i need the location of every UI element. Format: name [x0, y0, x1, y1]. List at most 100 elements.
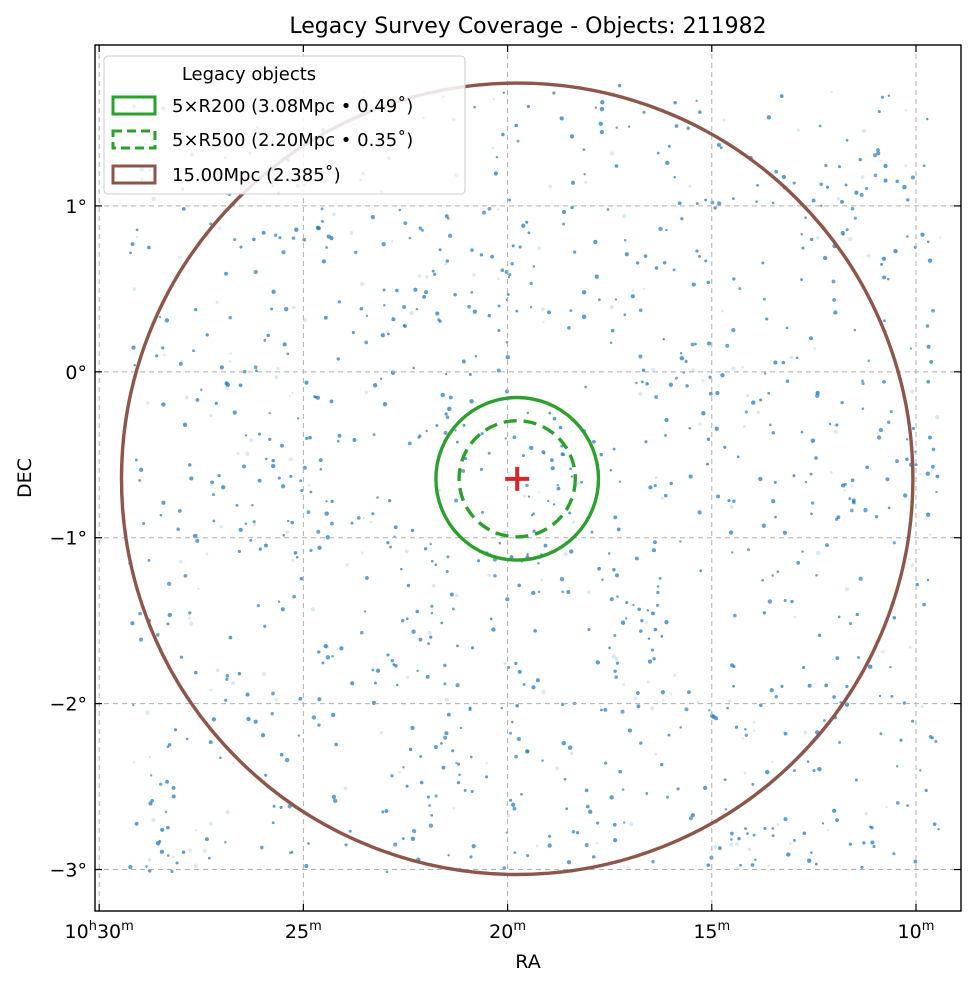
object-point — [514, 754, 518, 759]
object-point — [658, 226, 663, 232]
object-point — [337, 433, 342, 438]
object-point — [586, 804, 590, 809]
object-point — [809, 237, 814, 242]
object-point — [537, 590, 541, 593]
object-point — [767, 391, 771, 395]
object-point — [462, 423, 466, 427]
object-point — [731, 197, 735, 200]
object-point — [569, 134, 575, 139]
object-point — [582, 148, 586, 151]
object-point — [228, 359, 232, 363]
object-point — [771, 431, 775, 435]
object-point — [786, 852, 791, 857]
object-point — [609, 597, 614, 602]
object-point — [826, 828, 830, 832]
object-point — [297, 734, 300, 737]
object-point — [739, 863, 742, 867]
object-point — [860, 865, 864, 869]
object-point — [382, 288, 386, 292]
object-point — [237, 549, 241, 553]
object-point — [695, 249, 699, 253]
object-point — [802, 665, 806, 670]
object-point — [654, 395, 659, 399]
object-point — [413, 287, 418, 292]
object-point — [616, 595, 619, 598]
object-point — [771, 499, 776, 504]
object-point — [865, 465, 869, 470]
object-point — [600, 100, 605, 105]
object-point — [403, 324, 407, 328]
object-point — [242, 369, 247, 374]
object-point — [470, 290, 474, 294]
object-point — [165, 779, 169, 784]
object-point — [271, 691, 275, 696]
object-point — [615, 573, 619, 578]
object-point — [611, 654, 616, 659]
object-point — [424, 290, 428, 295]
object-point — [548, 411, 552, 415]
object-point — [904, 164, 908, 168]
object-point — [754, 858, 757, 861]
object-point — [331, 655, 334, 658]
object-point — [459, 726, 462, 730]
object-point — [360, 630, 364, 635]
object-point — [512, 435, 517, 440]
object-point — [876, 151, 881, 156]
object-point — [581, 147, 585, 151]
object-point — [844, 587, 849, 592]
object-point — [606, 208, 610, 211]
object-point — [738, 287, 742, 290]
object-point — [324, 511, 329, 516]
object-point — [769, 423, 772, 427]
object-point — [440, 621, 444, 625]
object-point — [729, 842, 734, 847]
object-point — [472, 309, 477, 314]
object-point — [706, 437, 711, 441]
object-point — [224, 841, 227, 844]
object-point — [566, 860, 572, 865]
object-point — [438, 248, 442, 252]
object-point — [364, 340, 369, 345]
object-point — [618, 769, 622, 774]
object-point — [410, 836, 416, 841]
object-point — [833, 429, 838, 435]
object-point — [405, 784, 409, 788]
object-point — [435, 424, 439, 427]
object-point — [584, 385, 587, 389]
object-point — [531, 685, 536, 690]
object-point — [194, 670, 198, 675]
object-point — [657, 151, 660, 155]
object-point — [556, 484, 559, 487]
object-point — [838, 165, 841, 169]
object-point — [542, 321, 545, 324]
object-point — [289, 851, 292, 855]
object-point — [785, 379, 790, 383]
object-point — [643, 254, 648, 258]
object-point — [467, 305, 471, 309]
object-point — [525, 220, 529, 224]
object-point — [746, 832, 749, 835]
object-point — [238, 383, 243, 388]
object-point — [793, 839, 796, 842]
object-point — [212, 519, 216, 523]
object-point — [253, 719, 258, 724]
object-point — [642, 287, 646, 291]
object-point — [690, 813, 695, 818]
object-point — [393, 525, 398, 530]
object-point — [563, 552, 568, 557]
object-point — [935, 474, 940, 479]
object-point — [653, 484, 657, 488]
object-point — [252, 520, 256, 524]
object-point — [350, 521, 354, 525]
object-point — [219, 756, 222, 759]
object-point — [384, 809, 389, 813]
object-point — [420, 228, 424, 232]
object-point — [584, 788, 589, 793]
object-point — [219, 365, 224, 370]
object-point — [193, 863, 199, 868]
object-point — [533, 629, 537, 633]
object-point — [792, 181, 796, 185]
object-point — [530, 514, 534, 517]
object-point — [244, 434, 248, 437]
object-point — [892, 852, 896, 856]
